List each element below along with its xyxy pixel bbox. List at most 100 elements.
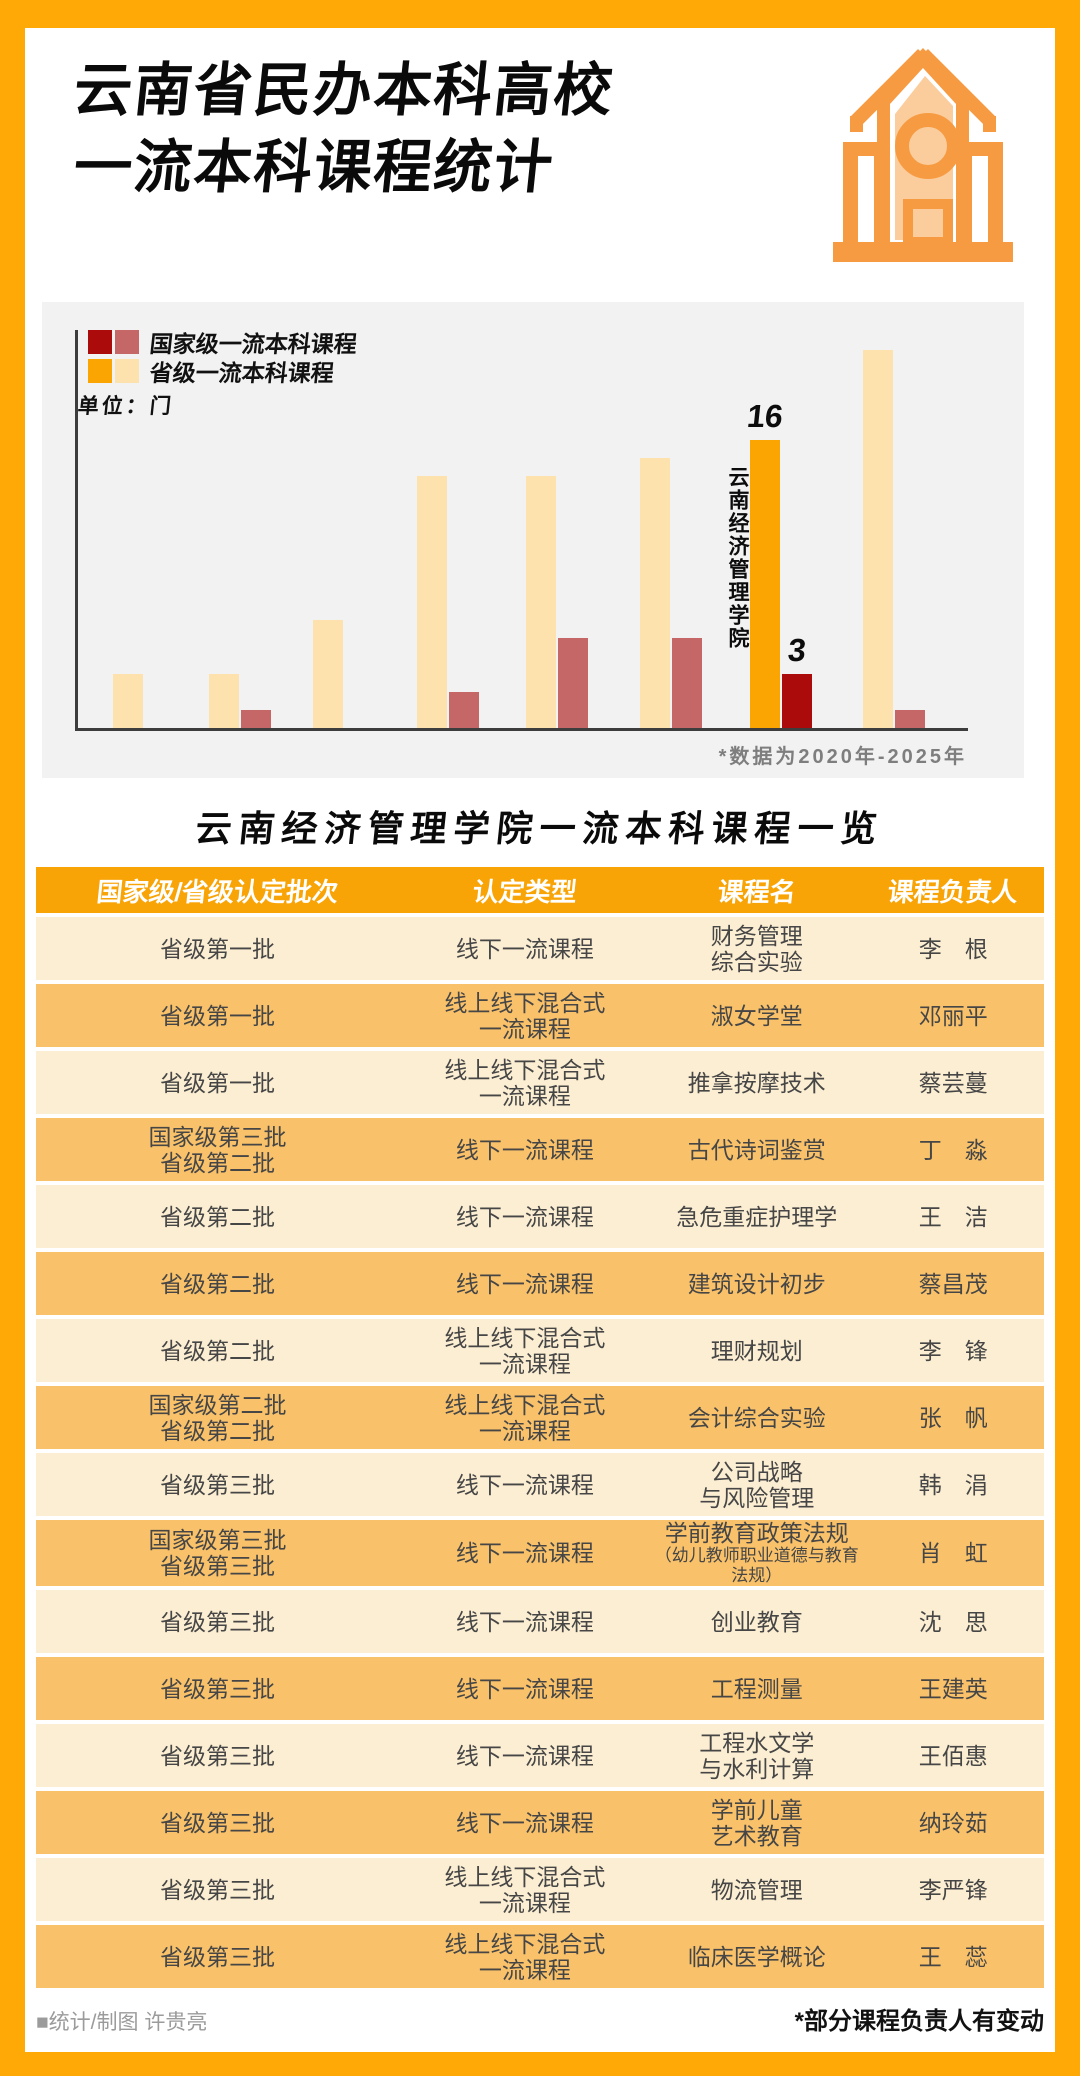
bar-national bbox=[895, 710, 925, 728]
highlight-school-label: 云南经济管理学院 bbox=[726, 466, 749, 650]
bar-provincial bbox=[750, 440, 780, 728]
table-cell: 线上线下混合式 一流课程 bbox=[444, 989, 606, 1042]
table-rows: 省级第一批 线下一流课程 财务管理 综合实验李 根省级第一批 线上线下混合式 一流课程 淑女… bbox=[36, 917, 1044, 1988]
swatch-provincial-highlight bbox=[88, 359, 112, 383]
course-table: 国家级/省级认定批次 认定类型 课程名 课程负责人 省级第一批 线下一流课程 财务管… bbox=[36, 867, 1044, 1992]
table-cell: 王建英 bbox=[918, 1675, 988, 1702]
table-cell: 理财规划 bbox=[710, 1337, 803, 1364]
table-cell: 线上线下混合式 一流课程 bbox=[444, 1056, 606, 1109]
table-cell: 张 帆 bbox=[918, 1404, 988, 1431]
bar-provincial bbox=[313, 620, 343, 728]
chart-bars: 16 3 bbox=[42, 302, 1024, 728]
table-cell: 线上线下混合式 一流课程 bbox=[444, 1391, 606, 1444]
course-subtitle: （幼儿教师职业道德与教育法规） bbox=[654, 1546, 859, 1585]
table-row: 省级第三批 线下一流课程 创业教育 沈 思 bbox=[36, 1590, 1044, 1653]
table-cell: 线下一流课程 bbox=[455, 1742, 594, 1769]
table-row: 省级第二批 线下一流课程 建筑设计初步 蔡昌茂 bbox=[36, 1252, 1044, 1315]
table-cell: 国家级第三批 省级第三批 bbox=[148, 1527, 287, 1579]
table-cell: 工程测量 bbox=[710, 1675, 803, 1702]
table-row: 省级第三批 线下一流课程 工程水文学 与水利计算 王佰惠 bbox=[36, 1724, 1044, 1787]
table-cell: 急危重症护理学 bbox=[676, 1203, 838, 1230]
table-row: 省级第一批 线上线下混合式 一流课程 推拿按摩技术 蔡芸蔓 bbox=[36, 1051, 1044, 1114]
chart-legend: 国家级一流本科课程 省级一流本科课程 bbox=[88, 330, 358, 388]
table-row: 省级第三批 线上线下混合式 一流课程 物流管理 李严锋 bbox=[36, 1858, 1044, 1921]
bar-provincial bbox=[863, 350, 893, 728]
table-row: 省级第三批 线上线下混合式 一流课程 临床医学概论 王 蕊 bbox=[36, 1925, 1044, 1988]
table-header-row: 国家级/省级认定批次 认定类型 课程名 课程负责人 bbox=[36, 867, 1044, 913]
chart-note: *数据为2020年-2025年 bbox=[718, 746, 967, 768]
table-cell: 李 根 bbox=[918, 935, 988, 962]
table-cell: 线下一流课程 bbox=[455, 1203, 594, 1230]
table-cell: 国家级第二批 省级第二批 bbox=[148, 1391, 287, 1444]
table-cell: 淑女学堂 bbox=[710, 1002, 803, 1029]
table-cell: 线下一流课程 bbox=[455, 1540, 594, 1566]
table-cell: 省级第三批 bbox=[159, 1742, 275, 1769]
table-cell: 省级第一批 bbox=[159, 935, 275, 962]
table-row: 国家级第二批 省级第二批 线上线下混合式 一流课程 会计综合实验 张 帆 bbox=[36, 1386, 1044, 1449]
table-row: 省级第三批 线下一流课程 学前儿童 艺术教育 纳玲茹 bbox=[36, 1791, 1044, 1854]
y-axis-line bbox=[75, 330, 78, 731]
table-cell: 省级第三批 bbox=[159, 1809, 275, 1836]
page-title: 云南省民办本科高校 一流本科课程统计 bbox=[71, 52, 618, 206]
table-cell: 学前儿童 艺术教育 bbox=[710, 1796, 803, 1849]
table-row: 省级第一批 线下一流课程 财务管理 综合实验 李 根 bbox=[36, 917, 1044, 980]
table-cell: 王佰惠 bbox=[918, 1742, 988, 1769]
bar-provincial bbox=[417, 476, 447, 728]
table-cell: 沈 思 bbox=[918, 1608, 988, 1635]
table-cell: 省级第三批 bbox=[159, 1943, 275, 1970]
header-type: 认定类型 bbox=[471, 876, 579, 907]
table-cell: 线下一流课程 bbox=[455, 1136, 594, 1163]
swatch-national-highlight bbox=[88, 330, 112, 354]
table-cell: 建筑设计初步 bbox=[687, 1270, 826, 1297]
bar-value-label: 16 bbox=[745, 398, 785, 434]
table-cell: 会计综合实验 bbox=[687, 1404, 826, 1431]
table-cell: 工程水文学 与水利计算 bbox=[699, 1729, 815, 1782]
header-leader: 课程负责人 bbox=[886, 876, 1020, 907]
table-cell: 丁 淼 bbox=[918, 1136, 988, 1163]
table-cell: 财务管理 综合实验 bbox=[710, 922, 803, 975]
table-cell: 省级第三批 bbox=[159, 1608, 275, 1635]
bar-national bbox=[241, 710, 271, 728]
table-cell: 李严锋 bbox=[918, 1876, 988, 1903]
bar-national bbox=[672, 638, 702, 728]
table-cell: 物流管理 bbox=[710, 1876, 803, 1903]
table-row: 省级第二批 线上线下混合式 一流课程 理财规划 李 锋 bbox=[36, 1319, 1044, 1382]
bar-national bbox=[449, 692, 479, 728]
table-row: 省级第三批 线下一流课程 公司战略 与风险管理 韩 涓 bbox=[36, 1453, 1044, 1516]
page-title-line1: 云南省民办本科高校 bbox=[70, 58, 618, 123]
table-cell: 国家级第三批 省级第二批 bbox=[148, 1123, 287, 1176]
table-cell: 蔡芸蔓 bbox=[918, 1069, 988, 1096]
table-cell: 线下一流课程 bbox=[455, 1809, 594, 1836]
page-title-line2: 一流本科课程统计 bbox=[70, 135, 558, 200]
table-cell: 省级第二批 bbox=[159, 1203, 275, 1230]
table-cell: 线下一流课程 bbox=[455, 1471, 594, 1498]
x-axis-line bbox=[75, 728, 968, 731]
credit-line: ■统计/制图 许贵亮 bbox=[36, 2011, 208, 2034]
table-row: 省级第一批 线上线下混合式 一流课程 淑女学堂 邓丽平 bbox=[36, 984, 1044, 1047]
table-cell: 推拿按摩技术 bbox=[687, 1069, 826, 1096]
bar-provincial bbox=[526, 476, 556, 728]
table-cell: 韩 涓 bbox=[918, 1471, 988, 1498]
bar-provincial bbox=[209, 674, 239, 728]
table-cell: 邓丽平 bbox=[918, 1002, 988, 1029]
header-course: 课程名 bbox=[715, 876, 798, 907]
table-cell: 纳玲茹 bbox=[918, 1809, 988, 1836]
table-title: 云南经济管理学院一流本科课程一览 bbox=[193, 808, 886, 849]
bar-provincial bbox=[113, 674, 143, 728]
table-cell: 王 蕊 bbox=[918, 1943, 988, 1970]
legend-row-provincial: 省级一流本科课程 bbox=[88, 359, 357, 386]
table-cell: 线下一流课程 bbox=[455, 1270, 594, 1297]
table-cell: 公司战略 与风险管理 bbox=[699, 1458, 815, 1511]
table-cell: 省级第一批 bbox=[159, 1002, 275, 1029]
school-building-icon bbox=[833, 48, 1013, 262]
swatch-provincial-other bbox=[115, 359, 139, 383]
table-cell: 线上线下混合式 一流课程 bbox=[444, 1324, 606, 1377]
table-cell: 省级第三批 bbox=[159, 1876, 275, 1903]
table-cell: 临床医学概论 bbox=[687, 1943, 826, 1970]
table-cell: 线下一流课程 bbox=[455, 935, 594, 962]
table-cell: 创业教育 bbox=[710, 1608, 803, 1635]
swatch-national-other bbox=[115, 330, 139, 354]
legend-row-national: 国家级一流本科课程 bbox=[88, 330, 358, 357]
table-cell: 省级第三批 bbox=[159, 1675, 275, 1702]
bar-national bbox=[558, 638, 588, 728]
